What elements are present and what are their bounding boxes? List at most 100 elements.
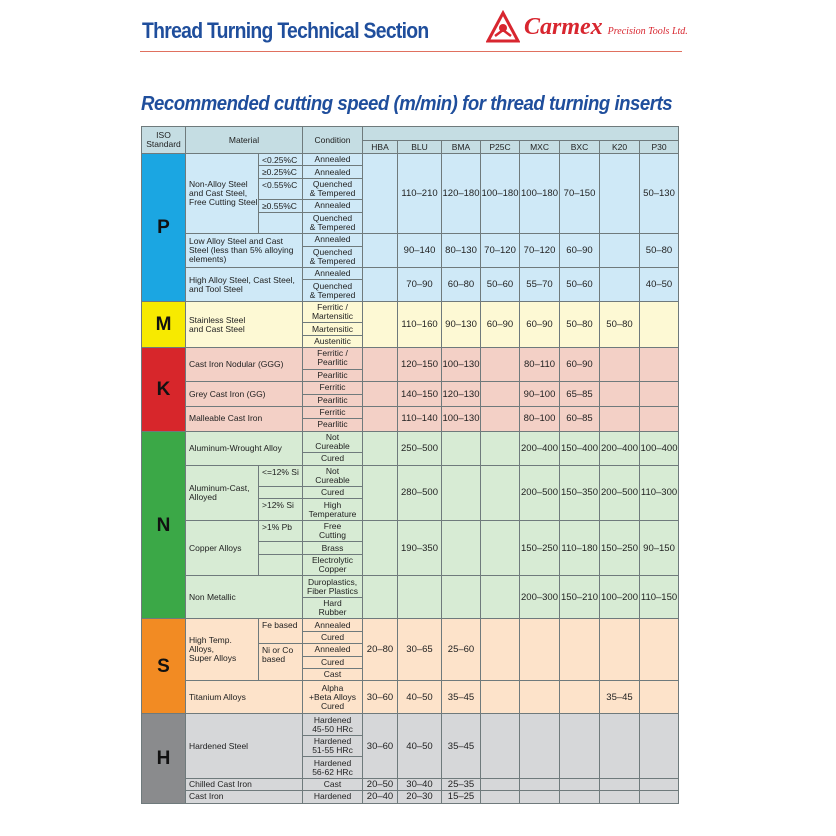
speed-k20: 200–400 bbox=[599, 430, 641, 466]
material-name: Grey Cast Iron (GG) bbox=[184, 381, 304, 407]
header-material: Material bbox=[184, 126, 304, 154]
condition-cell: Martensitic bbox=[302, 322, 364, 336]
speed-hba bbox=[362, 464, 399, 521]
speed-p30: 40–50 bbox=[639, 267, 680, 302]
condition-cell: Cast bbox=[302, 777, 364, 792]
material-name: Cast Iron Nodular (GGG) bbox=[184, 347, 304, 383]
speed-bxc: 50–80 bbox=[559, 300, 601, 349]
header-grade-bma: BMA bbox=[441, 140, 482, 154]
speed-k20 bbox=[599, 381, 641, 407]
speed-hba: 30–60 bbox=[362, 680, 399, 715]
speed-blu: 110–160 bbox=[397, 300, 443, 349]
speed-k20: 50–80 bbox=[599, 300, 641, 349]
condition-cell: Quenched & Tempered bbox=[302, 245, 364, 269]
speed-bma: 80–130 bbox=[441, 233, 482, 269]
brand-subtitle: Precision Tools Ltd. bbox=[607, 25, 688, 37]
table-row: P Non-Alloy Steel and Cast Steel, Free Cu… bbox=[141, 152, 680, 302]
speed-p30 bbox=[639, 680, 680, 715]
speed-p25c bbox=[480, 381, 521, 407]
iso-k-badge: K bbox=[141, 347, 186, 432]
material-name: Aluminum-Wrought Alloy bbox=[184, 430, 304, 466]
carmex-logo-icon bbox=[486, 10, 520, 43]
speed-p30 bbox=[639, 618, 680, 682]
header-grade-p25c: P25C bbox=[480, 140, 521, 154]
speed-bma: 120–130 bbox=[441, 381, 482, 407]
speed-bxc bbox=[559, 713, 601, 779]
condition-cell: Pearlitic bbox=[302, 418, 364, 432]
speed-p25c bbox=[480, 405, 521, 432]
condition-cell: Quenched & Tempered bbox=[302, 177, 364, 201]
speed-bma bbox=[441, 519, 482, 577]
speed-p25c bbox=[480, 713, 521, 779]
speed-mxc: 100–180 bbox=[519, 152, 561, 235]
iso-s-badge: S bbox=[141, 618, 186, 715]
speed-hba bbox=[362, 233, 399, 269]
condition-cell: Hardened 51-55 HRc bbox=[302, 734, 364, 758]
speed-mxc bbox=[519, 713, 561, 779]
material-name: Low Alloy Steel and Cast Steel (less tha… bbox=[184, 233, 304, 269]
condition-cell: Ferritic bbox=[302, 405, 364, 420]
speed-blu: 120–150 bbox=[397, 347, 443, 383]
speed-p25c: 50–60 bbox=[480, 267, 521, 302]
condition-cell: Annealed bbox=[302, 618, 364, 632]
speed-mxc bbox=[519, 790, 561, 804]
speed-bma bbox=[441, 575, 482, 620]
speed-k20: 150–250 bbox=[599, 519, 641, 577]
speed-hba bbox=[362, 300, 399, 349]
condition-cell: Austenitic bbox=[302, 334, 364, 349]
condition-cell: Electrolytic Copper bbox=[302, 553, 364, 577]
speed-p30: 110–150 bbox=[639, 575, 680, 620]
speed-p30: 110–300 bbox=[639, 464, 680, 521]
material-name: Non-Alloy Steel and Cast Steel, Free Cut… bbox=[185, 152, 259, 235]
material-name: Malleable Cast Iron bbox=[184, 405, 304, 432]
speed-mxc bbox=[519, 618, 561, 682]
speed-hba bbox=[362, 405, 399, 432]
speed-p25c bbox=[480, 790, 521, 804]
material-subcategory bbox=[257, 211, 304, 235]
condition-cell: Annealed bbox=[302, 267, 364, 281]
table-row: K Cast Iron Nodular (GGG) Ferritic / Pearl… bbox=[141, 347, 680, 432]
speed-hba bbox=[362, 575, 399, 620]
material-name: Copper Alloys bbox=[185, 519, 259, 577]
condition-cell: Ferritic / Pearlitic bbox=[302, 347, 364, 370]
material-subcategory: Fe based bbox=[257, 618, 304, 645]
speed-mxc: 200–400 bbox=[519, 430, 561, 466]
table-row: Low Alloy Steel and Cast Steel (less tha… bbox=[141, 233, 680, 269]
speed-mxc: 150–250 bbox=[519, 519, 561, 577]
speed-bma: 35–45 bbox=[441, 713, 482, 779]
speed-hba: 20–80 bbox=[362, 618, 399, 682]
condition-cell: Alpha +Beta Alloys Cured bbox=[302, 680, 364, 715]
speed-k20 bbox=[599, 777, 641, 792]
speed-blu: 190–350 bbox=[397, 519, 443, 577]
speed-p30 bbox=[639, 347, 680, 383]
condition-cell: Duroplastics, Fiber Plastics bbox=[302, 575, 364, 598]
speed-hba bbox=[362, 519, 399, 577]
table-row: Chilled Cast Iron Cast 20–50 30–40 25–35 bbox=[141, 777, 680, 792]
speed-mxc: 90–100 bbox=[519, 381, 561, 407]
speed-k20 bbox=[599, 405, 641, 432]
speed-bxc: 50–60 bbox=[559, 267, 601, 302]
condition-cell: Hardened 45-50 HRc bbox=[302, 713, 364, 736]
speed-bma: 60–80 bbox=[441, 267, 482, 302]
speed-bma: 15–25 bbox=[441, 790, 482, 804]
header-grade-bxc: BXC bbox=[559, 140, 601, 154]
speed-p25c bbox=[480, 575, 521, 620]
speed-bma bbox=[441, 430, 482, 466]
speed-p25c bbox=[480, 464, 521, 521]
material-name: Cast Iron bbox=[184, 790, 304, 804]
cutting-speed-table: ISO Standard Material Condition HBA BLU BMA P2… bbox=[141, 126, 680, 804]
speed-blu bbox=[397, 575, 443, 620]
material-subcategory: <=12% Si bbox=[257, 464, 304, 488]
speed-blu: 30–40 bbox=[397, 777, 443, 792]
material-name: Stainless Steel and Cast Steel bbox=[184, 300, 304, 349]
table-row: H Hardened Steel Hardened 45-50 HRc 30–60 40… bbox=[141, 713, 680, 804]
material-name: Chilled Cast Iron bbox=[184, 777, 304, 792]
speed-k20 bbox=[599, 267, 641, 302]
speed-p25c: 100–180 bbox=[480, 152, 521, 235]
speed-bxc: 150–350 bbox=[559, 464, 601, 521]
table-row: Grey Cast Iron (GG) Ferritic 140–150 120–13… bbox=[141, 381, 680, 407]
speed-bxc: 150–210 bbox=[559, 575, 601, 620]
condition-cell: Cured bbox=[302, 486, 364, 500]
condition-cell: Annealed bbox=[302, 165, 364, 179]
speed-bxc bbox=[559, 790, 601, 804]
